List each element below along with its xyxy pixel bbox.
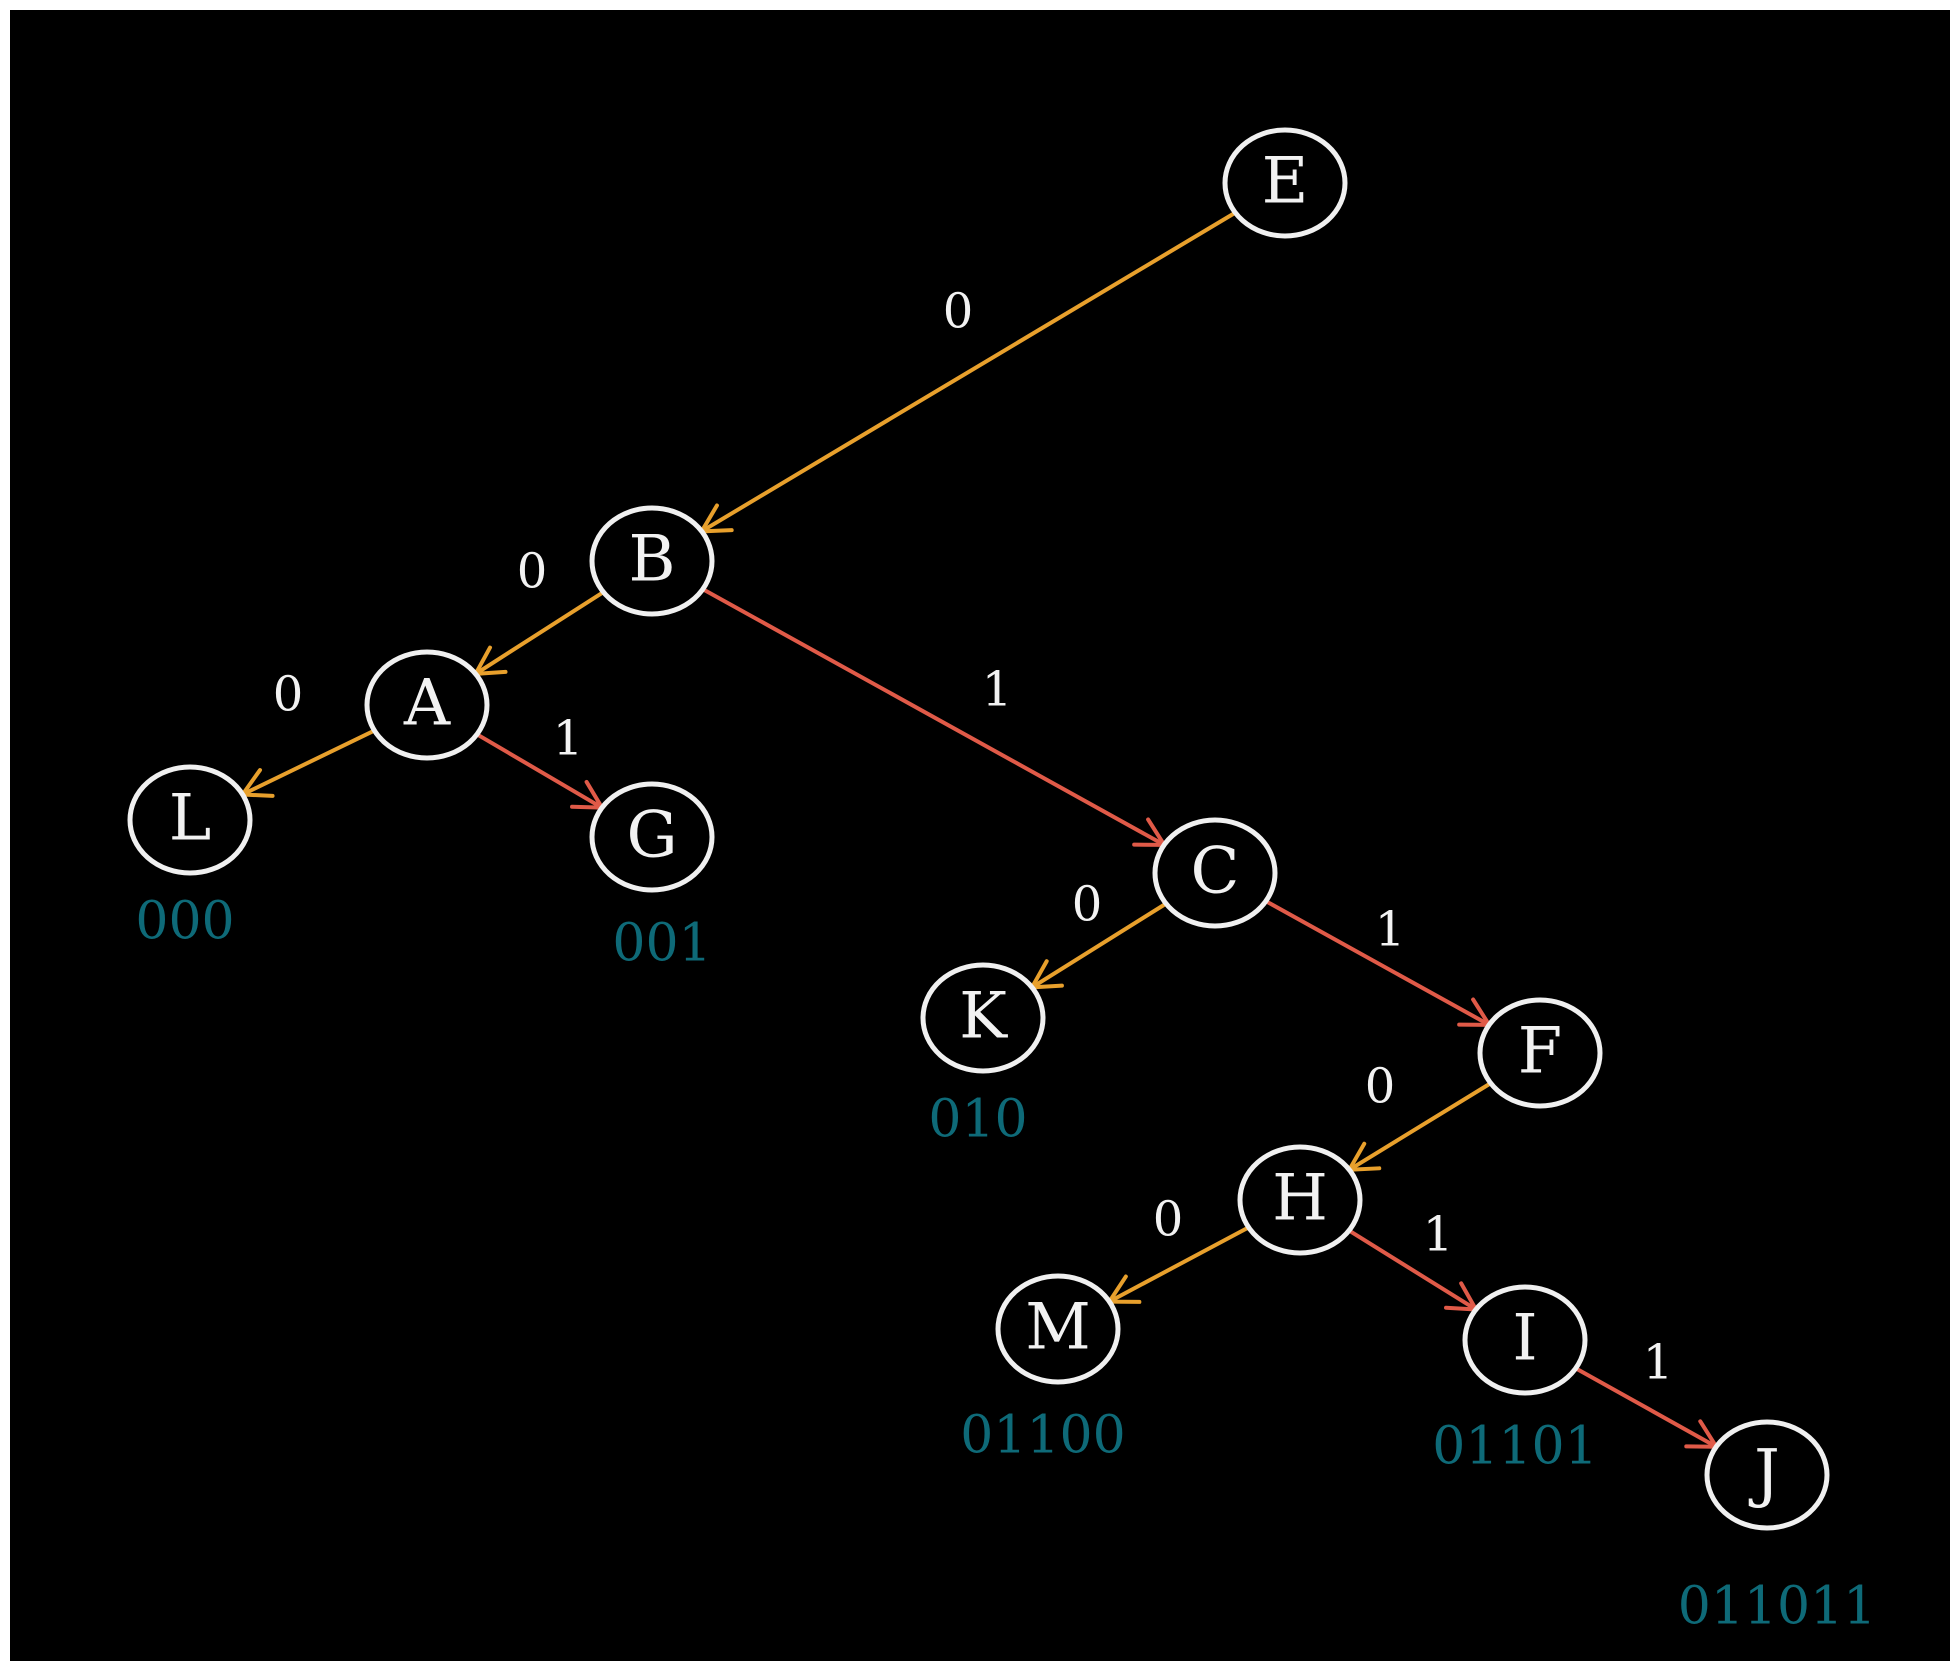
node-circle-J: [1704, 1419, 1830, 1531]
node-label-C: C: [1191, 835, 1240, 909]
edge-label-H-M: 0: [1153, 1192, 1184, 1248]
node-label-A: A: [403, 667, 451, 741]
edge-E-B: [699, 208, 1241, 534]
node-circle-B: [589, 505, 715, 617]
edge-B-A: [473, 587, 609, 676]
node-label-K: K: [959, 980, 1008, 1054]
code-label-M: 01100: [960, 1406, 1125, 1466]
tree-diagram: 0 0 1 0 1 0 1 0 0 1 1 E B A L 000 G 001 C K 010 F H M 01100 I 0110…: [10, 10, 1950, 1661]
node-circle-E: [1222, 127, 1348, 239]
code-label-L: 000: [135, 892, 234, 952]
code-label-I: 01101: [1432, 1417, 1597, 1477]
node-circle-M: [995, 1273, 1121, 1385]
edge-label-E-B: 0: [943, 284, 974, 340]
node-C: C: [1152, 817, 1278, 929]
node-circle-K: [920, 962, 1046, 1074]
node-circle-A: [364, 649, 490, 761]
edge-label-F-H: 0: [1365, 1059, 1396, 1115]
node-label-I: I: [1512, 1302, 1537, 1376]
node-F: F: [1477, 997, 1603, 1109]
node-I: I 01101: [1432, 1284, 1598, 1477]
node-circle-C: [1152, 817, 1278, 929]
node-circle-G: [589, 781, 715, 893]
edge-C-F: [1260, 897, 1492, 1027]
edge-F-H: [1347, 1079, 1497, 1172]
edge-label-B-A: 0: [517, 544, 548, 600]
node-circle-L: [127, 764, 253, 876]
node-G: G 001: [589, 781, 715, 974]
edge-label-A-L: 0: [273, 667, 304, 723]
arrowhead-H-I: [1443, 1281, 1478, 1312]
node-J: J 011011: [1678, 1419, 1877, 1637]
node-label-J: J: [1748, 1437, 1780, 1511]
node-label-G: G: [626, 799, 677, 873]
node-circle-H: [1237, 1144, 1363, 1256]
edge-label-I-J: 1: [1643, 1335, 1674, 1391]
edge-H-I: [1343, 1226, 1478, 1312]
edge-H-M: [1107, 1223, 1255, 1304]
edge-I-J: [1570, 1364, 1719, 1449]
arrowhead-F-H: [1347, 1141, 1382, 1172]
node-circle-I: [1462, 1284, 1588, 1396]
node-K: K 010: [920, 962, 1046, 1150]
node-E: E: [1222, 127, 1348, 239]
edge-label-B-C: 1: [982, 662, 1013, 718]
arrowhead-C-K: [1029, 959, 1064, 990]
node-label-B: B: [628, 523, 675, 597]
node-A: A: [364, 649, 490, 761]
node-label-F: F: [1518, 1015, 1562, 1089]
node-circle-F: [1477, 997, 1603, 1109]
edge-label-C-F: 1: [1375, 902, 1406, 958]
edge-B-C: [697, 585, 1167, 847]
edge-A-L: [240, 726, 381, 797]
node-B: B: [589, 505, 715, 617]
code-label-G: 001: [612, 914, 711, 974]
edge-C-K: [1029, 899, 1172, 990]
edge-label-A-G: 1: [553, 711, 584, 767]
node-label-M: M: [1025, 1291, 1091, 1365]
edge-label-C-K: 0: [1072, 877, 1103, 933]
node-label-H: H: [1272, 1162, 1328, 1236]
edge-A-G: [471, 730, 605, 810]
edge-label-H-I: 1: [1423, 1207, 1454, 1263]
node-label-E: E: [1262, 145, 1309, 219]
node-M: M 01100: [960, 1273, 1126, 1466]
code-label-K: 010: [928, 1090, 1027, 1150]
node-L: L 000: [127, 764, 253, 952]
node-label-L: L: [169, 782, 212, 856]
code-label-J: 011011: [1678, 1577, 1877, 1637]
node-H: H: [1237, 1144, 1363, 1256]
